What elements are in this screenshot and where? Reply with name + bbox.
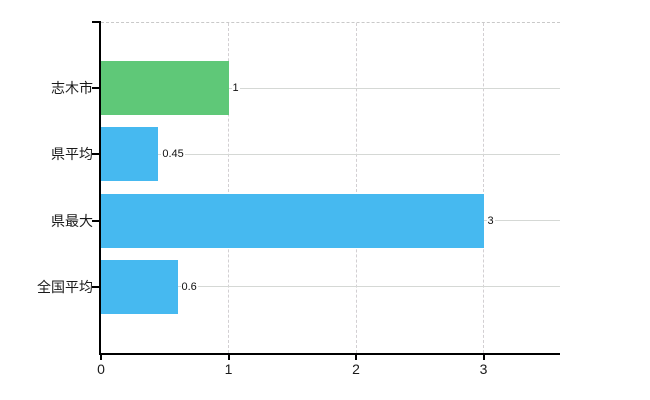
y-tick: [92, 219, 101, 222]
x-tick-label: 3: [479, 361, 488, 377]
plot-top-border: [101, 22, 560, 23]
bar-value-label: 3: [486, 212, 495, 229]
horizontal-gridline: [101, 87, 560, 89]
bar: [101, 193, 484, 248]
vertical-gridline: [355, 23, 357, 353]
plot-area: 1 0.45 3 0.6: [101, 22, 560, 353]
vertical-gridline: [228, 23, 229, 353]
bar-value-label: 0.6: [180, 278, 198, 295]
horizontal-gridline: [101, 153, 560, 155]
y-axis: [99, 22, 101, 355]
x-tick: [227, 355, 230, 360]
bar: [101, 61, 229, 116]
category-label: 県平均: [51, 146, 93, 163]
x-axis: [99, 353, 560, 355]
y-tick: [92, 87, 101, 90]
horizontal-gridline: [101, 286, 560, 288]
bar: [101, 127, 159, 182]
x-tick-label: 1: [224, 361, 233, 377]
x-tick: [100, 355, 102, 360]
vertical-gridline: [483, 23, 484, 353]
category-label: 県最大: [51, 212, 93, 229]
x-tick: [482, 355, 485, 360]
y-axis-end-tick: [92, 21, 101, 23]
x-tick-label: 2: [352, 361, 360, 377]
y-tick: [92, 285, 101, 288]
y-tick: [92, 153, 101, 156]
x-tick: [355, 355, 357, 360]
x-tick-label: 0: [97, 361, 105, 377]
bar-value-label: 1: [231, 80, 240, 97]
bar-value-label: 0.45: [161, 146, 185, 163]
category-label: 志木市: [51, 80, 93, 97]
category-label: 全国平均: [37, 278, 93, 295]
bar: [101, 259, 178, 314]
